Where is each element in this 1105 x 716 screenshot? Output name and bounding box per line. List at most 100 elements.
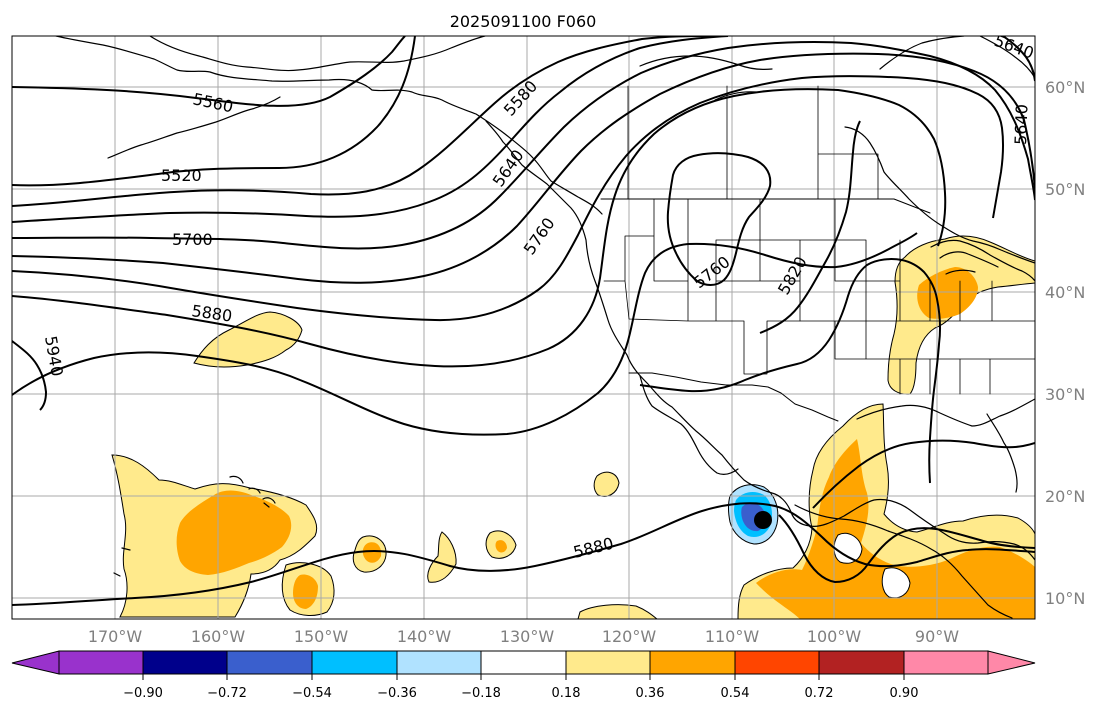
longitude-label-120w: 120°W — [602, 627, 657, 646]
colorbar: −0.90 −0.72 −0.54 −0.36 −0.18 0.18 0.36 … — [11, 650, 1036, 701]
longitude-label-150w: 150°W — [294, 627, 349, 646]
colorbar-segment-7 — [565, 650, 651, 675]
latitude-label-40n: 40°N — [1045, 283, 1085, 302]
contour-5700 — [12, 41, 1035, 250]
contour-5580 — [12, 36, 716, 207]
contour-5760-lower — [12, 75, 1005, 322]
fill-orange-west-pacific — [176, 490, 292, 575]
latitude-label-60n: 60°N — [1045, 78, 1085, 97]
colorbar-segment-4 — [311, 650, 398, 675]
baja-california — [639, 375, 739, 475]
map-title: 2025091100 F060 — [450, 12, 597, 31]
longitude-label-90w: 90°W — [915, 627, 959, 646]
longitude-label-100w: 100°W — [807, 627, 862, 646]
contour-5880-lower — [639, 258, 942, 484]
colorbar-segment-11 — [903, 650, 989, 675]
longitude-label-170w: 170°W — [88, 627, 143, 646]
colorbar-segment-8 — [649, 650, 736, 675]
plot-content: 5560 5520 5700 5880 5940 5580 5640 5760 … — [12, 36, 1035, 619]
colorbar-label-0-36: 0.36 — [636, 686, 665, 701]
pacific-small-island — [113, 547, 131, 577]
florida-coast — [986, 413, 1018, 493]
colorbar-label-0-18: 0.18 — [552, 686, 581, 701]
colorbar-segment-6 — [480, 650, 567, 675]
latitude-label-50n: 50°N — [1045, 180, 1085, 199]
fill-light-yellow-central-pacific-2 — [427, 531, 457, 583]
height-contours — [12, 36, 1035, 606]
colorbar-segment-5 — [396, 650, 482, 675]
us-mexico-border — [628, 372, 839, 422]
us-canada-border — [600, 198, 931, 214]
longitude-axis-labels: 170°W 160°W 150°W 140°W 130°W 120°W 110°… — [88, 627, 959, 646]
colorbar-label-minus-0-54: −0.54 — [292, 686, 332, 701]
latitude-axis-labels: 60°N 50°N 40°N 30°N 20°N 10°N — [1045, 78, 1085, 608]
colorbar-tick-marks — [142, 674, 905, 680]
contour-5880-mexico-loop — [812, 439, 1035, 509]
colorbar-left-arrow — [11, 650, 60, 675]
colorbar-segment-10 — [818, 650, 905, 675]
fill-orange-central-america — [756, 439, 1035, 619]
contour-5940 — [12, 340, 48, 411]
colorbar-segment-9 — [734, 650, 820, 675]
contour-5760-upper — [12, 52, 1035, 284]
colorbar-label-minus-0-90: −0.90 — [123, 686, 163, 701]
colorbar-label-minus-0-72: −0.72 — [207, 686, 247, 701]
coastlines-and-borders — [55, 36, 1035, 619]
fill-light-yellow-east-pacific-bottom — [577, 604, 658, 619]
greenland-east-coast — [979, 36, 1035, 79]
canada-province-lines — [627, 85, 879, 200]
latitude-label-30n: 30°N — [1045, 385, 1085, 404]
colorbar-tick-labels: −0.90 −0.72 −0.54 −0.36 −0.18 0.18 0.36 … — [123, 686, 918, 701]
fill-light-yellow-east-pacific-small — [593, 471, 620, 497]
contour-label-5640-east: 5640 — [1011, 104, 1031, 145]
contour-5760-closed — [666, 152, 772, 286]
latitude-label-10n: 10°N — [1045, 589, 1085, 608]
contour-5880-mid — [12, 232, 918, 436]
contour-5820 — [12, 88, 947, 368]
latitude-label-20n: 20°N — [1045, 487, 1085, 506]
contour-5880-south — [12, 502, 1035, 606]
hudson-bay-coast — [844, 126, 1035, 264]
contour-5580-east — [1002, 36, 1035, 82]
colorbar-segment-1 — [58, 650, 144, 675]
contour-5820-middle — [759, 120, 861, 334]
great-lakes-outline — [930, 239, 1035, 282]
colorbar-segment-3 — [226, 650, 313, 675]
colorbar-label-minus-0-18: −0.18 — [461, 686, 501, 701]
alaska-north-coast — [149, 36, 486, 72]
contour-5640 — [12, 36, 729, 223]
fill-orange-central-pacific-1 — [362, 542, 382, 563]
colorbar-label-0-54: 0.54 — [721, 686, 750, 701]
fill-orange-great-lakes — [917, 267, 978, 319]
canada-western-coast — [485, 120, 1035, 561]
fill-light-yellow-great-lakes — [887, 235, 1035, 395]
colorbar-label-minus-0-36: −0.36 — [377, 686, 417, 701]
fill-white-hole-central-america-2 — [881, 567, 911, 599]
hawaii-islands — [229, 475, 276, 508]
gulf-of-mexico-coast — [856, 398, 1035, 427]
longitude-label-160w: 160°W — [191, 627, 246, 646]
central-america-coast — [794, 504, 1013, 619]
contour-5820-central-america — [778, 514, 1035, 584]
longitude-label-110w: 110°W — [705, 627, 760, 646]
aleutian-island-chain — [107, 96, 281, 159]
colorbar-right-arrow — [987, 650, 1036, 675]
contour-5560 — [12, 36, 406, 107]
contour-5520 — [12, 36, 416, 187]
contour-label-5520: 5520 — [161, 166, 202, 185]
colorbar-segment-2 — [142, 650, 228, 675]
fill-orange-west-pacific-small-2 — [293, 574, 318, 609]
colorbar-label-0-72: 0.72 — [805, 686, 834, 701]
colorbar-label-0-90: 0.90 — [890, 686, 919, 701]
longitude-label-140w: 140°W — [397, 627, 452, 646]
storm-center-marker — [754, 511, 772, 529]
us-state-boundaries-west — [603, 198, 836, 375]
fill-orange-central-pacific-3 — [495, 540, 507, 553]
plot-frame — [11, 35, 1036, 620]
graticule-grid — [12, 36, 1035, 619]
alaska-coastline — [55, 36, 603, 215]
longitude-label-130w: 130°W — [500, 627, 555, 646]
contour-label-5700: 5700 — [172, 230, 213, 249]
